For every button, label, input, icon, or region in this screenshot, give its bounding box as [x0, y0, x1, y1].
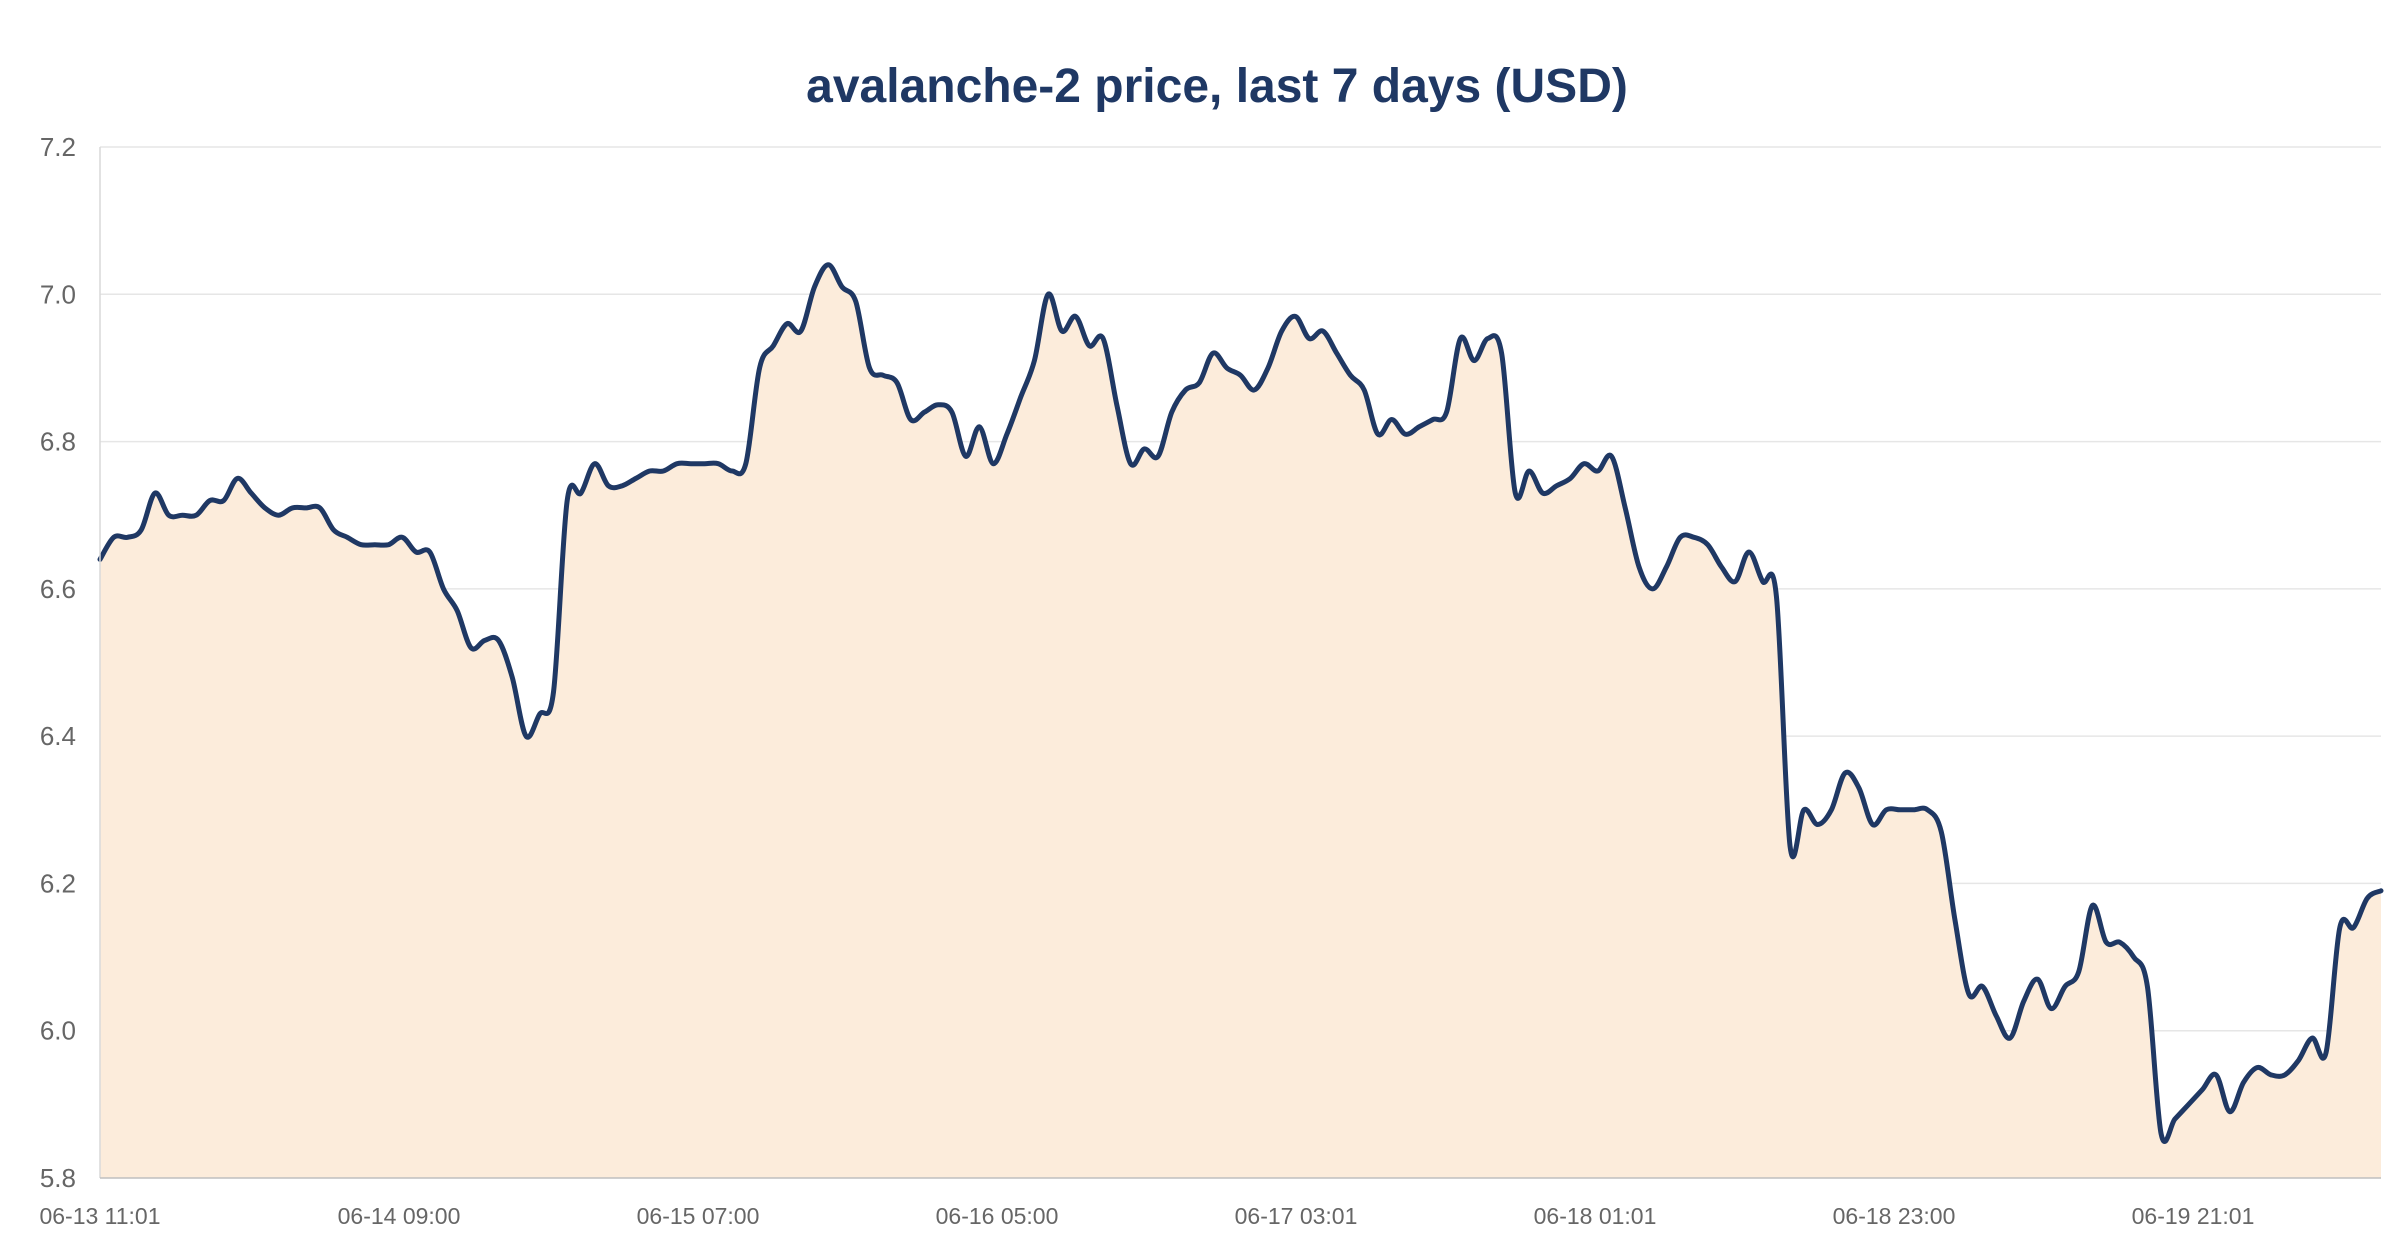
price-line: [97, 262, 2384, 1145]
y-tick-label: 6.0: [40, 1016, 76, 1046]
x-tick-label: 06-16 05:00: [936, 1203, 1059, 1229]
y-tick-label: 5.8: [40, 1163, 76, 1193]
x-tick-label: 06-15 07:00: [637, 1203, 760, 1229]
y-tick-label: 6.2: [40, 868, 76, 898]
chart-title: avalanche-2 price, last 7 days (USD): [806, 60, 1628, 113]
y-tick-label: 6.8: [40, 427, 76, 457]
x-tick-label: 06-17 03:01: [1235, 1203, 1358, 1229]
x-axis: 06-13 11:01 06-14 09:00 06-15 07:00 06-16 0…: [39, 1203, 2254, 1229]
y-tick-label: 6.4: [40, 721, 76, 751]
x-tick-label: 06-14 09:00: [338, 1203, 461, 1229]
x-tick-label: 06-19 21:01: [2132, 1203, 2255, 1229]
y-tick-label: 7.2: [40, 132, 76, 162]
x-tick-label: 06-13 11:01: [39, 1203, 160, 1229]
x-tick-label: 06-18 01:01: [1534, 1203, 1657, 1229]
price-area-fill: [100, 264, 2381, 1178]
y-tick-label: 7.0: [40, 279, 76, 309]
y-axis: 5.8 6.0 6.2 6.4 6.6 6.8 7.0 7.2: [40, 132, 76, 1193]
y-tick-label: 6.6: [40, 574, 76, 604]
x-tick-label: 06-18 23:00: [1833, 1203, 1956, 1229]
